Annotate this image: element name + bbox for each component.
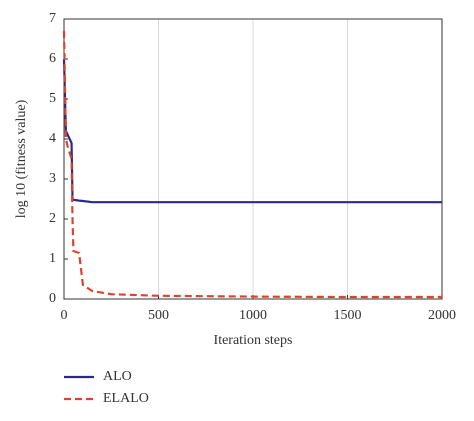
x-tick-label: 0 — [61, 308, 68, 323]
y-tick-label: 4 — [49, 131, 56, 146]
x-tick-label: 1000 — [239, 308, 267, 323]
y-axis-label: log 10 (fitness value) — [14, 99, 29, 218]
x-tick-label: 2000 — [428, 308, 456, 323]
legend-label: ELALO — [103, 391, 149, 406]
series-line — [62, 30, 442, 299]
y-tick-label: 6 — [49, 51, 56, 66]
y-tick-label: 2 — [49, 211, 56, 226]
y-tick-label: 3 — [49, 171, 56, 186]
series-line — [62, 58, 442, 204]
x-axis-label: Iteration steps — [214, 333, 293, 348]
y-tick-label: 0 — [49, 291, 56, 306]
x-tick-label: 500 — [148, 308, 169, 323]
y-tick-label: 1 — [49, 251, 56, 266]
x-tick-label: 1500 — [334, 308, 362, 323]
plot-frame — [63, 18, 443, 300]
legend-label: ALO — [103, 369, 132, 384]
y-tick-label: 5 — [49, 91, 56, 106]
y-tick-label: 7 — [49, 11, 56, 26]
